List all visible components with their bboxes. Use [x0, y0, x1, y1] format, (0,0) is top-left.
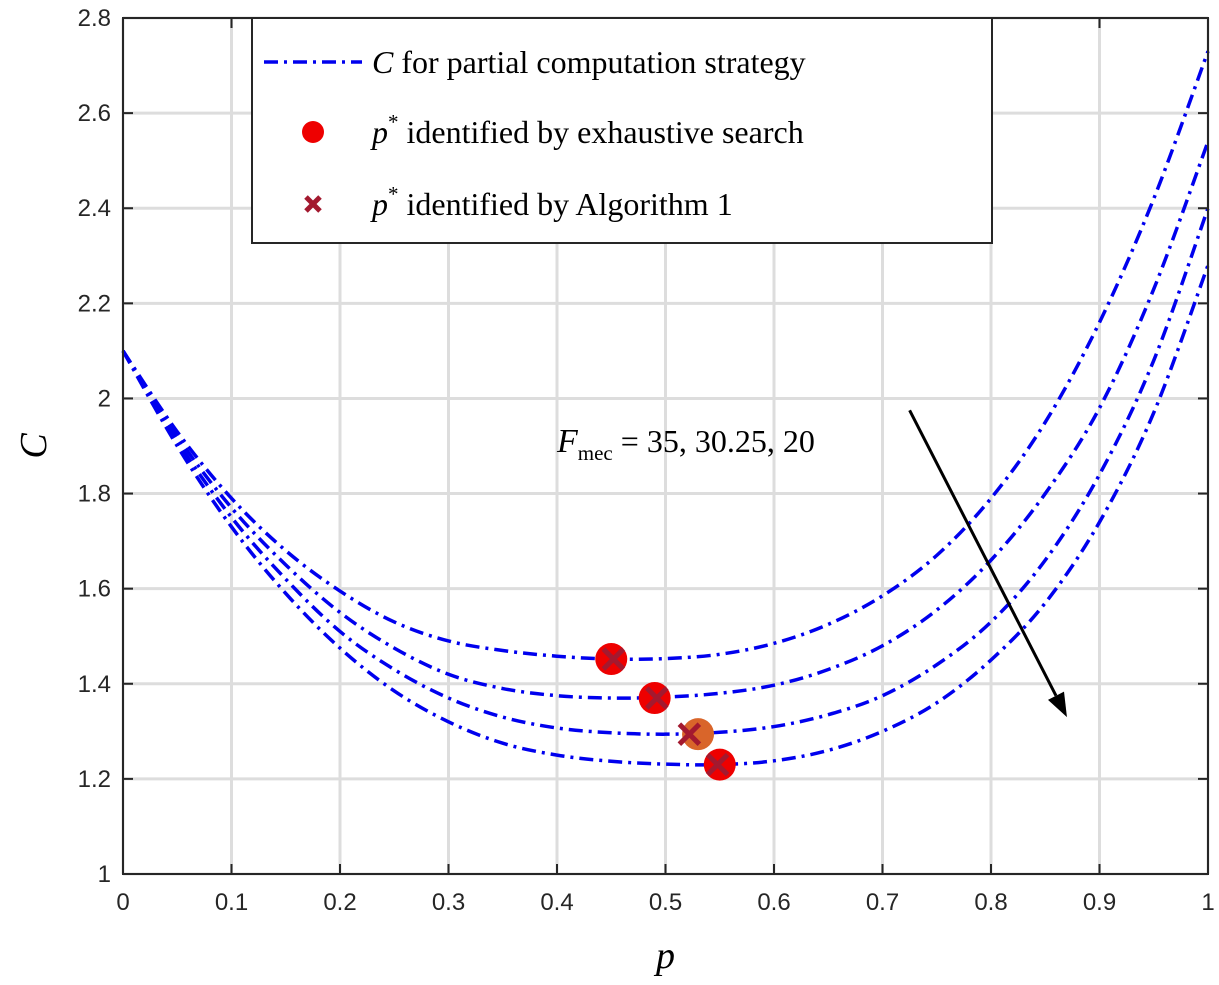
legend-text-body: identified by exhaustive search: [399, 114, 804, 150]
x-tick-label: 0.9: [1083, 889, 1116, 916]
series-layer: [121, 50, 1210, 767]
legend-text-body: identified by Algorithm 1: [399, 186, 733, 222]
annotation-variable: F: [556, 423, 579, 460]
x-tick-label: 0.3: [432, 889, 465, 916]
cross-stroke: [645, 686, 669, 710]
annotation-text: Fmec = 35, 30.25, 20: [556, 423, 815, 465]
algorithm-point: [601, 647, 626, 671]
x-tick-label: 0.1: [215, 889, 248, 916]
cross-stroke: [601, 647, 626, 671]
exhaustive-search-point: [682, 718, 715, 751]
annotation-arrow: [908, 409, 1058, 697]
annotation: Fmec = 35, 30.25, 20: [556, 409, 1067, 718]
marker-layer: [595, 643, 736, 781]
x-axis-label: p: [653, 935, 675, 977]
legend-math: p: [370, 114, 388, 150]
ticks: 0 0.1 0.2 0.3 0.4 0.5 0.6 0.7 0.8 0.9 1 1 1.2 1.4 1.6 1…: [78, 5, 1215, 916]
y-axis-label: C: [13, 433, 55, 459]
legend-superscript: *: [388, 110, 399, 134]
annotation-subscript: mec: [578, 441, 613, 465]
annotation-arrow-head: [1047, 691, 1067, 718]
legend-circle-swatch: [302, 121, 324, 143]
y-tick-label: 2: [98, 385, 111, 412]
cross-stroke: [304, 195, 322, 213]
x-tick-label: 0: [116, 889, 129, 916]
y-tick-label: 1.4: [78, 671, 111, 698]
y-tick-label: 1.6: [78, 576, 111, 603]
annotation-values: = 35, 30.25, 20: [613, 423, 815, 459]
x-tick-label: 0.2: [323, 889, 356, 916]
x-tick-label: 0.5: [649, 889, 682, 916]
legend-label: p* identified by Algorithm 1: [370, 182, 733, 222]
legend-text-body: for partial computation strategy: [393, 44, 805, 80]
x-tick-label: 0.8: [974, 889, 1007, 916]
y-tick-label: 2.2: [78, 290, 111, 317]
legend-cross-swatch: [304, 195, 322, 213]
y-tick-label: 1.2: [78, 766, 111, 793]
algorithm-point: [705, 752, 730, 777]
y-tick-label: 2.6: [78, 100, 111, 127]
legend-math: C: [372, 44, 394, 80]
y-tick-label: 2.8: [78, 5, 111, 32]
legend-label: p* identified by exhaustive search: [370, 110, 804, 150]
x-tick-label: 0.6: [757, 889, 790, 916]
legend-superscript: *: [388, 182, 399, 206]
algorithm-point: [677, 722, 702, 746]
x-tick-label: 0.4: [540, 889, 573, 916]
legend-item-3: p* identified by Algorithm 1: [304, 182, 733, 222]
series-line-3: [121, 207, 1210, 736]
legend-item-1: C for partial computation strategy: [264, 44, 806, 80]
series-line-2: [121, 141, 1210, 700]
legend-box: [251, 17, 993, 244]
y-tick-label: 1: [98, 861, 111, 888]
x-tick-label: 1: [1201, 889, 1214, 916]
legend-item-2: p* identified by exhaustive search: [302, 110, 804, 150]
series-line-1: [121, 50, 1210, 662]
series-line-4: [121, 264, 1210, 767]
cross-stroke: [705, 752, 730, 777]
cross-stroke: [677, 722, 702, 746]
y-tick-label: 1.8: [78, 481, 111, 508]
algorithm-point: [645, 686, 669, 710]
y-tick-label: 2.4: [78, 195, 111, 222]
legend-math: p: [370, 186, 388, 222]
legend-label: C for partial computation strategy: [372, 44, 806, 80]
x-tick-label: 0.7: [866, 889, 899, 916]
